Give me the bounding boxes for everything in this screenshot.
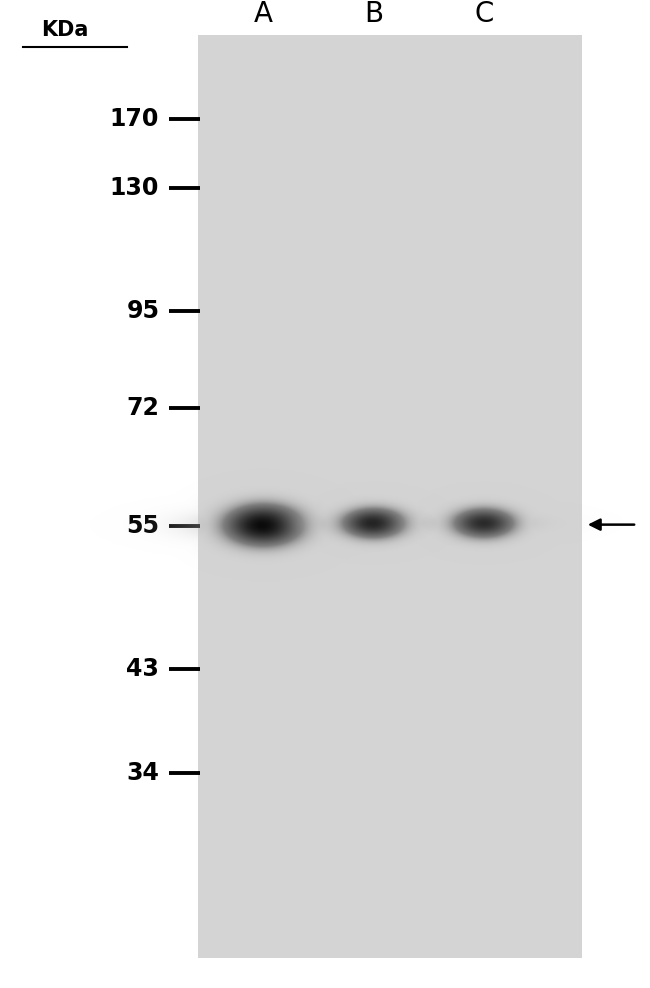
Text: C: C — [474, 0, 494, 28]
Text: 34: 34 — [126, 761, 159, 784]
Text: 130: 130 — [110, 176, 159, 200]
Text: 95: 95 — [126, 299, 159, 323]
Text: A: A — [254, 0, 273, 28]
Text: 43: 43 — [126, 657, 159, 681]
Text: KDa: KDa — [42, 20, 88, 40]
Bar — [198, 35, 582, 958]
Text: B: B — [364, 0, 384, 28]
Text: 170: 170 — [110, 107, 159, 130]
Text: 55: 55 — [126, 514, 159, 537]
Text: 72: 72 — [126, 396, 159, 420]
